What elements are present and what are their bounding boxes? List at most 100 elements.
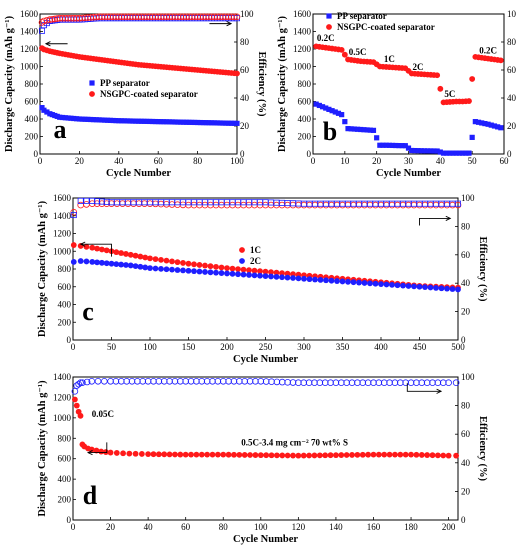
data-point bbox=[186, 119, 192, 125]
data-point bbox=[257, 272, 263, 279]
data-point bbox=[440, 452, 447, 459]
data-point bbox=[224, 265, 230, 272]
data-point bbox=[268, 273, 274, 280]
data-point bbox=[214, 120, 220, 126]
y-tick-label: 600 bbox=[58, 454, 72, 464]
data-point bbox=[59, 114, 66, 121]
data-point bbox=[233, 13, 241, 21]
data-point bbox=[198, 451, 205, 458]
x-tick-label: 100 bbox=[143, 342, 157, 352]
y-tick-label: 1400 bbox=[293, 27, 312, 37]
y-tick-label: 1200 bbox=[53, 392, 72, 402]
data-point bbox=[94, 377, 102, 385]
data-point bbox=[214, 377, 222, 385]
data-point bbox=[409, 147, 415, 154]
data-point bbox=[116, 118, 122, 124]
data-point bbox=[290, 452, 296, 459]
y-tick-label: 1200 bbox=[293, 44, 312, 54]
data-point bbox=[204, 451, 211, 458]
data-point bbox=[147, 255, 153, 262]
data-point bbox=[185, 260, 192, 267]
data-point bbox=[144, 118, 150, 124]
y-right-tick-label: 60 bbox=[461, 250, 471, 260]
panel-letter: c bbox=[82, 297, 94, 326]
data-point bbox=[422, 284, 428, 291]
data-point bbox=[386, 451, 393, 458]
panel-letter: d bbox=[83, 481, 98, 510]
data-point bbox=[407, 379, 415, 387]
annotation: 0.5C-3.4 mg cm⁻² 70 wt% S bbox=[241, 437, 348, 447]
data-point bbox=[231, 451, 237, 458]
data-point bbox=[220, 120, 226, 126]
series-efficiency-1 bbox=[71, 377, 460, 395]
data-point bbox=[123, 377, 130, 385]
data-point bbox=[83, 258, 90, 265]
data-point bbox=[452, 379, 460, 387]
data-point bbox=[418, 379, 426, 387]
axis-arrow bbox=[88, 442, 108, 454]
legend-label: 2C bbox=[250, 256, 261, 266]
data-point bbox=[273, 269, 280, 276]
arrow-head bbox=[79, 241, 86, 247]
data-point bbox=[241, 452, 248, 458]
y-tick-label: 200 bbox=[58, 495, 72, 505]
data-point bbox=[124, 118, 130, 124]
data-point bbox=[367, 280, 373, 287]
data-point bbox=[57, 114, 63, 120]
data-point bbox=[180, 267, 186, 274]
data-point bbox=[278, 378, 286, 386]
data-point bbox=[434, 379, 442, 387]
data-point bbox=[142, 254, 149, 261]
data-point bbox=[240, 271, 247, 278]
data-point bbox=[438, 285, 445, 292]
y-tick-label: 800 bbox=[58, 264, 72, 274]
data-point bbox=[107, 377, 114, 385]
data-point bbox=[300, 379, 308, 387]
data-point bbox=[88, 377, 96, 385]
data-point bbox=[155, 377, 163, 385]
data-point bbox=[214, 451, 221, 458]
data-point bbox=[383, 142, 389, 148]
series-nsgpc-coated-separator bbox=[39, 45, 240, 77]
y-right-tick-label: 100 bbox=[240, 9, 254, 19]
rate-label: 5C bbox=[444, 89, 455, 99]
data-point bbox=[284, 274, 291, 281]
x-tick-label: 10 bbox=[340, 156, 350, 166]
y-right-axis-label: Efficiency (%) bbox=[477, 236, 488, 302]
data-point bbox=[166, 119, 173, 125]
x-tick-label: 0 bbox=[311, 156, 316, 166]
data-point bbox=[306, 452, 312, 459]
y-tick-label: 600 bbox=[25, 97, 39, 107]
data-point bbox=[79, 379, 86, 387]
data-point bbox=[350, 279, 357, 286]
data-point bbox=[311, 452, 318, 459]
data-point bbox=[76, 116, 82, 122]
data-point bbox=[339, 112, 345, 118]
data-point bbox=[166, 377, 173, 385]
x-tick-label: 200 bbox=[442, 522, 456, 532]
legend-label: PP separator bbox=[337, 11, 387, 21]
rate-label: 0.5C bbox=[349, 47, 367, 57]
data-point bbox=[177, 451, 184, 458]
rate-label: 0.2C bbox=[479, 45, 497, 55]
data-point bbox=[354, 126, 361, 132]
data-point bbox=[437, 149, 443, 155]
chart-panel-d: 0 20 40 60 80 100 120 140 160 180 2000200400600800… bbox=[37, 372, 488, 545]
data-point bbox=[284, 379, 291, 386]
data-point bbox=[257, 377, 265, 385]
data-point bbox=[101, 377, 108, 385]
data-point bbox=[262, 268, 269, 275]
data-point bbox=[460, 150, 466, 156]
data-point bbox=[394, 282, 401, 289]
data-point bbox=[497, 57, 504, 64]
data-point bbox=[391, 379, 399, 387]
data-point bbox=[338, 46, 345, 53]
data-point bbox=[223, 120, 229, 126]
data-point bbox=[240, 266, 247, 273]
y-right-tick-label: 0 bbox=[461, 515, 466, 525]
series-pp-separator bbox=[313, 101, 504, 156]
y-tick-label: 0 bbox=[34, 149, 39, 159]
data-point bbox=[169, 258, 175, 265]
x-tick-label: 60 bbox=[181, 522, 191, 532]
data-point bbox=[198, 377, 206, 385]
